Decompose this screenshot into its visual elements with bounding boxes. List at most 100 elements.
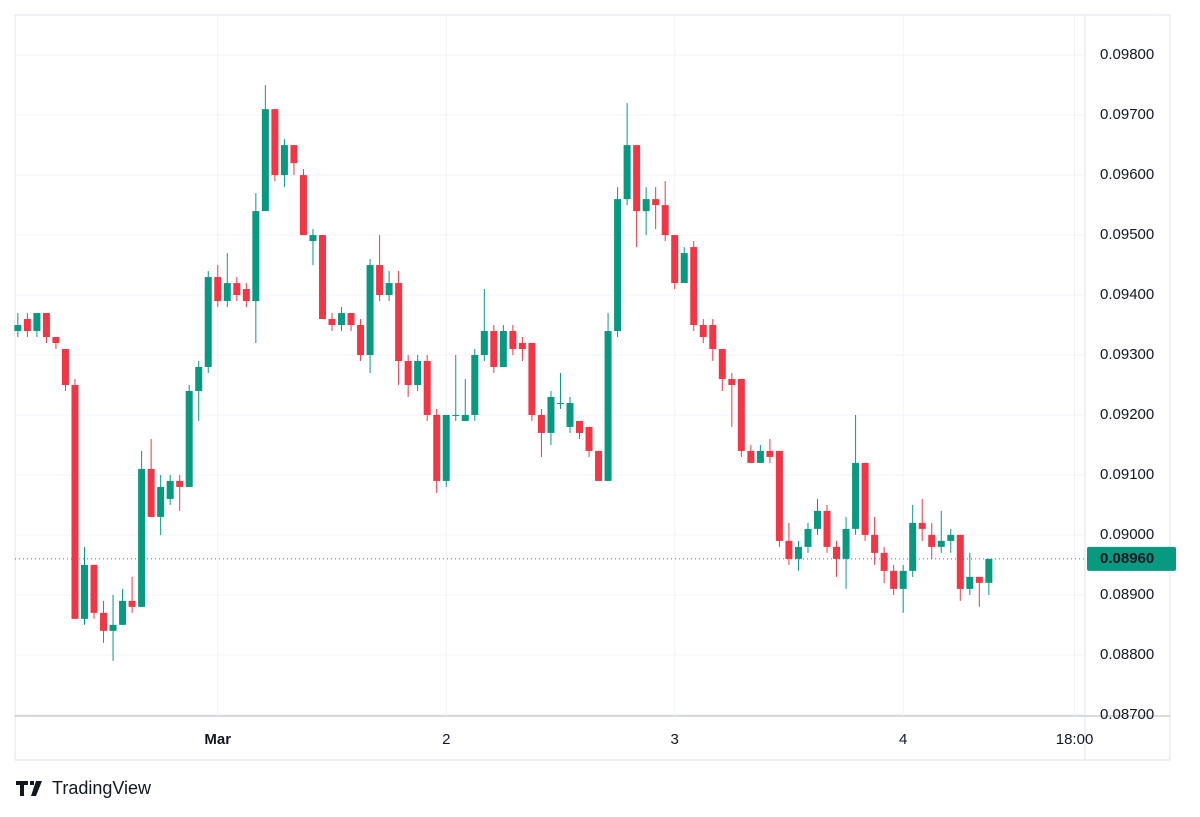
y-tick-label: 0.08800 (1100, 646, 1154, 663)
y-tick-label: 0.09700 (1100, 106, 1154, 123)
x-tick-label: 2 (442, 731, 450, 748)
candle-body (785, 540, 793, 559)
candle-body (271, 109, 279, 176)
candle-body (737, 378, 745, 451)
y-tick-label: 0.09800 (1100, 46, 1154, 63)
candle-body (61, 349, 69, 385)
y-tick-label: 0.09500 (1100, 226, 1154, 243)
candle-body (966, 576, 974, 589)
candle-body (623, 145, 631, 200)
candle-body (766, 450, 774, 457)
candle-body (52, 337, 60, 344)
candle-body (33, 313, 41, 332)
candle-body (671, 235, 679, 284)
candle-body (814, 510, 821, 529)
candle-body (699, 325, 707, 338)
candle-body (347, 313, 355, 326)
candle-body (642, 199, 650, 212)
candle-body (480, 331, 488, 356)
candle-body (157, 486, 165, 517)
brand-logo (16, 781, 42, 796)
candle-body (223, 283, 231, 302)
candle-body (109, 624, 117, 631)
candle-body (842, 528, 850, 559)
candle-body (718, 349, 726, 379)
candle-body (556, 402, 564, 404)
x-tick-label: 3 (671, 731, 679, 748)
candle-body (576, 420, 584, 433)
candle-body (242, 289, 250, 302)
candle-body (947, 534, 955, 541)
candle-body (499, 331, 507, 367)
candle-body (975, 576, 983, 583)
candle-body (176, 480, 184, 487)
candle-body (937, 540, 945, 547)
candle-body (433, 414, 441, 481)
brand-name: TradingView (52, 778, 152, 798)
candle-body (204, 277, 212, 367)
candle-body (185, 390, 193, 487)
candle-body (71, 384, 79, 619)
candle-body (652, 199, 660, 206)
candle-body (880, 552, 888, 571)
candle-body (918, 522, 926, 529)
candle-body (338, 313, 346, 326)
candle-body (23, 319, 31, 332)
y-tick-label: 0.09200 (1100, 406, 1154, 423)
candle-body (357, 325, 365, 356)
candle-body (633, 145, 641, 212)
candle-body (871, 534, 879, 553)
y-tick-label: 0.09000 (1100, 526, 1154, 543)
candle-body (823, 510, 831, 547)
candle-body (547, 396, 555, 433)
candle-body (299, 175, 307, 236)
candle-body (147, 468, 155, 517)
candle-body (595, 450, 603, 481)
candle-body (690, 247, 698, 326)
candle-body (385, 283, 393, 296)
candle-body (414, 361, 422, 385)
candle-body (928, 534, 936, 547)
x-tick-label: Mar (204, 731, 231, 748)
candle-body (318, 235, 326, 320)
chart-frame (14, 14, 1171, 761)
candle-body (423, 361, 431, 415)
candle-body (461, 414, 469, 421)
candle-body (899, 570, 907, 589)
y-tick-label: 0.09100 (1100, 466, 1154, 483)
candle-body (376, 265, 384, 296)
candle-body (604, 331, 612, 481)
candle-body (233, 283, 241, 296)
y-tick-label: 0.08700 (1100, 706, 1154, 723)
candle-body (471, 355, 479, 415)
candle-body (890, 570, 898, 589)
candle-body (395, 283, 403, 362)
candle-body (709, 325, 717, 350)
candle-body (909, 522, 917, 571)
candle-body (309, 235, 317, 242)
x-tick-label: 18:00 (1056, 731, 1094, 748)
y-tick-label: 0.09600 (1100, 166, 1154, 183)
candle-body (100, 612, 108, 631)
candle-body (614, 199, 622, 332)
candle-body (404, 361, 412, 385)
candle-body (166, 480, 174, 499)
last-price-badge (1087, 546, 1176, 571)
candle-body (128, 600, 136, 607)
candle-body (537, 414, 545, 433)
candle-body (756, 450, 764, 463)
candle-body (14, 325, 22, 332)
candle-body (852, 462, 860, 529)
candle-body (290, 145, 298, 164)
candle-body (804, 528, 812, 547)
x-tick-label: 4 (899, 731, 907, 748)
candle-body (42, 313, 50, 338)
candle-body (985, 558, 993, 583)
candle-body (518, 343, 526, 350)
candle-body (566, 402, 574, 427)
candle-body (794, 546, 802, 559)
candle-body (328, 319, 336, 326)
candle-body (747, 450, 755, 463)
